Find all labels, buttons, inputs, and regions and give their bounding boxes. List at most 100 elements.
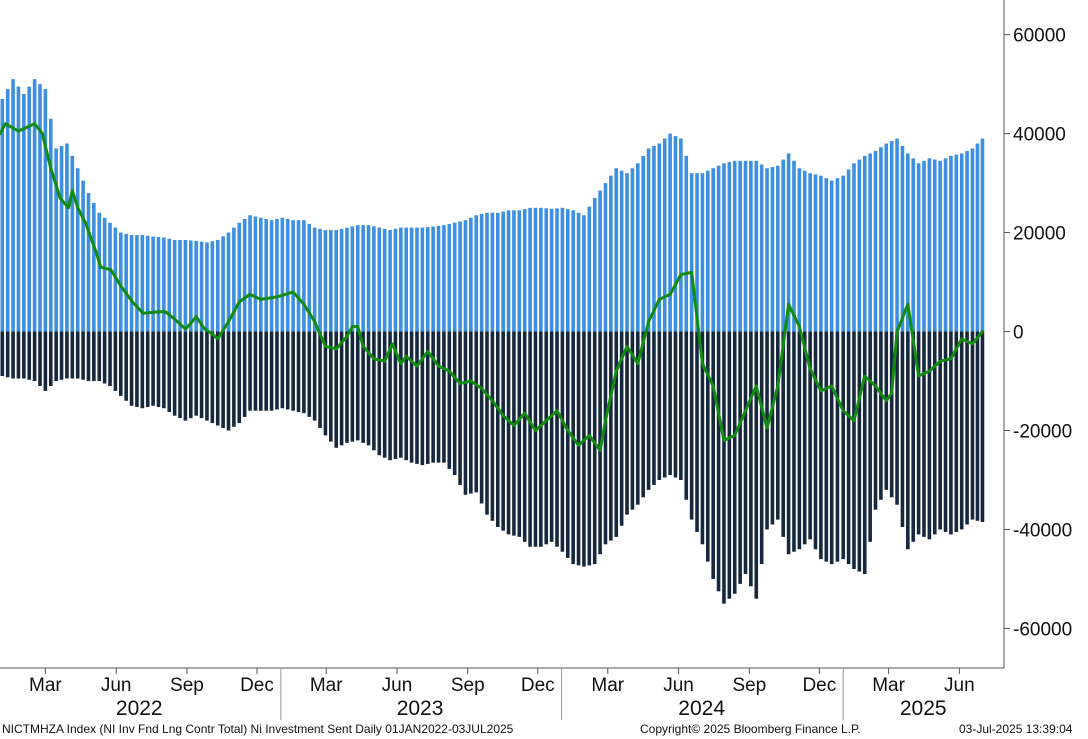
short-bar <box>264 331 268 411</box>
short-bar <box>916 331 921 535</box>
x-tick-label: Mar <box>310 675 343 696</box>
long-bar <box>183 239 188 332</box>
short-bar <box>162 331 166 409</box>
short-bar <box>716 331 721 592</box>
short-bar <box>442 331 446 463</box>
x-year-label: 2023 <box>397 697 444 720</box>
short-bar <box>48 331 53 386</box>
long-bar <box>695 173 699 332</box>
short-bar <box>54 331 58 382</box>
x-tick-label: Dec <box>802 675 836 696</box>
long-bar <box>124 233 128 332</box>
short-bar <box>377 331 382 456</box>
short-bar <box>399 331 403 458</box>
x-tick-label: Sep <box>732 675 766 696</box>
short-bar <box>706 331 710 562</box>
short-bar <box>980 331 985 523</box>
long-bar <box>162 237 166 332</box>
long-bar <box>86 192 91 332</box>
short-bar <box>770 331 775 525</box>
short-bar <box>646 331 651 490</box>
short-bar <box>528 331 532 547</box>
short-bar <box>145 331 150 407</box>
long-bar <box>592 197 597 332</box>
short-bar <box>485 331 489 515</box>
short-bar <box>630 331 635 510</box>
short-bar <box>911 331 916 542</box>
long-bar <box>857 159 862 332</box>
short-bar <box>318 331 322 429</box>
short-bar <box>205 331 209 421</box>
short-bar <box>259 331 263 411</box>
short-bar <box>210 331 215 424</box>
long-bar <box>5 89 10 332</box>
long-bar <box>135 235 139 332</box>
long-bar <box>151 236 155 332</box>
long-bar <box>70 155 75 332</box>
short-bar <box>404 331 409 461</box>
short-bar <box>835 331 840 562</box>
long-bar <box>253 216 258 332</box>
short-bar <box>199 331 204 419</box>
short-bar <box>302 331 306 414</box>
long-bar <box>334 230 339 332</box>
short-bar <box>280 331 285 409</box>
short-bar <box>808 331 812 540</box>
short-bar <box>291 331 295 411</box>
x-tick-label: Dec <box>521 675 555 696</box>
long-bar <box>841 175 846 332</box>
long-bar <box>97 212 102 332</box>
short-bar <box>221 331 225 429</box>
long-bar <box>609 175 613 332</box>
long-bar <box>512 210 516 332</box>
long-bar <box>178 239 182 332</box>
short-bar <box>339 331 344 446</box>
short-bar <box>183 331 188 421</box>
short-bar <box>501 331 505 531</box>
long-bar <box>625 173 629 332</box>
short-bar <box>65 331 69 379</box>
short-bar <box>285 331 290 410</box>
x-year-label: 2024 <box>678 697 725 720</box>
long-bar <box>980 138 985 332</box>
short-bar <box>151 331 155 406</box>
long-bar <box>329 230 333 332</box>
short-bar <box>792 331 796 552</box>
short-bar <box>522 331 527 542</box>
long-bar <box>0 98 5 332</box>
x-axis: Mar Jun Sep Dec Mar Jun Sep Dec Mar Jun Sep Dec Mar J… <box>29 668 975 720</box>
long-bar <box>339 228 344 332</box>
long-bar <box>673 136 678 332</box>
long-bar <box>291 220 295 332</box>
x-tick-label: Dec <box>240 675 274 696</box>
long-bar <box>285 218 290 332</box>
long-bar <box>792 160 796 332</box>
short-bar <box>420 331 425 466</box>
short-bar <box>361 331 365 443</box>
x-year-label: 2025 <box>900 697 947 720</box>
long-bar <box>879 147 883 332</box>
short-bar <box>539 331 543 547</box>
long-bar <box>447 223 452 332</box>
short-bar <box>296 331 301 412</box>
short-bar <box>965 331 969 525</box>
x-tick-label: Jun <box>101 675 132 696</box>
footer-copyright: Copyright© 2025 Bloomberg Finance L.P. <box>640 722 861 736</box>
short-bar <box>382 331 387 458</box>
short-bar <box>70 331 75 379</box>
x-year-label: 2022 <box>116 697 163 720</box>
short-bar <box>776 331 780 520</box>
long-bar <box>808 173 812 332</box>
long-bar <box>431 226 435 332</box>
short-bar <box>172 331 177 416</box>
short-bar <box>560 331 565 552</box>
short-bar <box>275 331 279 410</box>
short-bar <box>879 331 883 500</box>
long-bar <box>458 221 462 332</box>
short-bar <box>938 331 942 530</box>
long-bar <box>393 228 398 332</box>
long-bar <box>280 217 285 332</box>
short-bar <box>431 331 435 463</box>
footer-ticker: NICTMHZA Index (NI Inv Fnd Lng Contr Tot… <box>2 722 514 736</box>
long-bar <box>565 209 570 332</box>
